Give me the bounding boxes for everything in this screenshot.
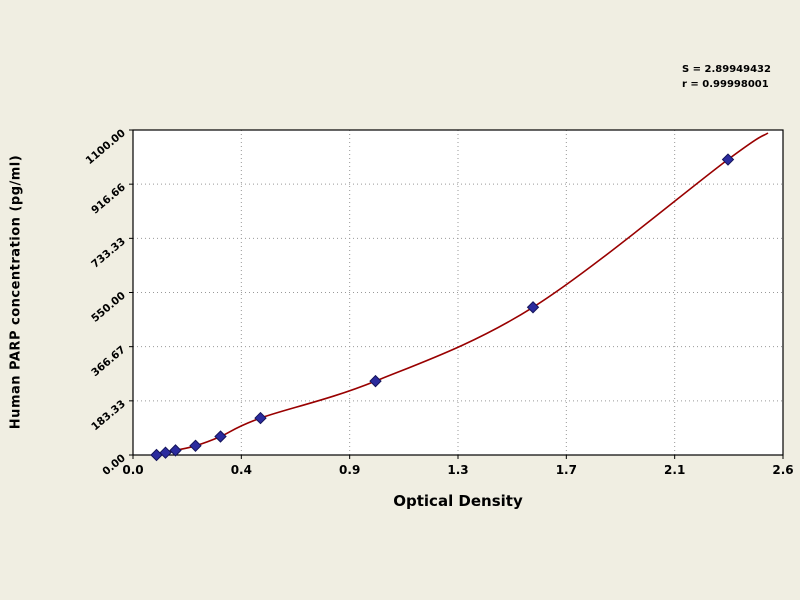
data-point-marker bbox=[159, 446, 172, 459]
y-tick-label: 366.67 bbox=[89, 344, 128, 379]
y-tick-label: 916.66 bbox=[89, 181, 128, 216]
data-point-marker bbox=[526, 301, 540, 314]
data-point-marker bbox=[254, 411, 267, 425]
x-axis-title: Optical Density bbox=[393, 492, 523, 510]
x-tick-label: 0.0 bbox=[122, 463, 143, 477]
y-tick-label: 733.33 bbox=[89, 235, 128, 270]
fit-statistics: S = 2.89949432 r = 0.99998001 bbox=[682, 62, 771, 92]
data-point-marker bbox=[721, 153, 735, 166]
x-tick-label: 0.4 bbox=[231, 463, 252, 477]
x-tick-label: 2.6 bbox=[772, 463, 793, 477]
y-tick-label: 1100.00 bbox=[84, 127, 128, 167]
data-point-marker bbox=[214, 430, 227, 443]
y-tick-label: 183.33 bbox=[89, 398, 128, 433]
fit-stat-r: r = 0.99998001 bbox=[682, 79, 769, 90]
x-tick-label: 1.7 bbox=[556, 463, 577, 477]
data-point-marker bbox=[189, 439, 202, 452]
data-point-marker bbox=[369, 374, 382, 388]
x-tick-label: 1.3 bbox=[447, 463, 468, 477]
x-tick-label: 0.9 bbox=[339, 463, 360, 477]
data-point-marker bbox=[169, 444, 182, 457]
y-tick-label: 550.00 bbox=[89, 290, 128, 325]
fit-stat-s: S = 2.89949432 bbox=[682, 64, 771, 75]
x-tick-label: 2.1 bbox=[664, 463, 685, 477]
